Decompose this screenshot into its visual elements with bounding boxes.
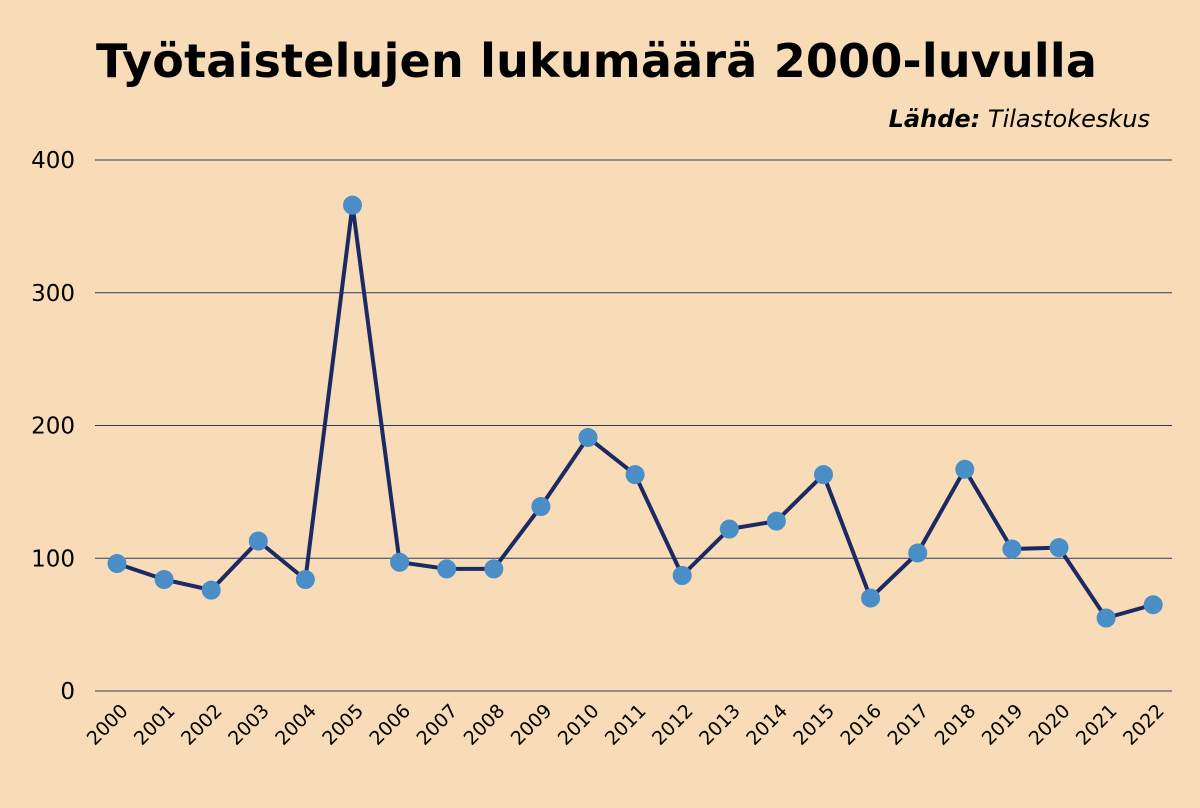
data-point (343, 195, 362, 215)
x-tick-label: 2005 (318, 700, 368, 750)
source-caption: Lähde: Tilastokeskus (889, 101, 1150, 137)
x-tick-label: 2013 (695, 700, 745, 750)
data-point (766, 511, 786, 531)
x-tick-label: 2000 (83, 700, 133, 750)
x-tick-label: 2009 (507, 700, 557, 750)
x-tick-label: 2007 (412, 700, 462, 750)
y-axis-ticks: 0 100 200 300 400 (31, 148, 75, 705)
y-tick-label: 400 (31, 148, 75, 174)
data-point (295, 569, 315, 589)
data-point (814, 465, 833, 485)
y-tick-label: 100 (31, 546, 75, 572)
x-tick-label: 2001 (130, 700, 180, 750)
data-point (437, 559, 457, 579)
source-name: Tilastokeskus (987, 105, 1150, 133)
data-point (1143, 595, 1163, 615)
source-label: Lähde: (888, 105, 981, 133)
x-tick-label: 2018 (931, 700, 981, 750)
data-point (107, 554, 127, 574)
data-point (154, 569, 174, 589)
x-tick-label: 2006 (365, 700, 415, 750)
x-tick-label: 2022 (1119, 700, 1169, 750)
x-tick-label: 2012 (648, 700, 698, 750)
data-point (955, 459, 975, 479)
data-point (719, 519, 739, 539)
data-point (578, 427, 598, 447)
data-point (248, 531, 268, 551)
data-point (1049, 538, 1069, 558)
data-points (107, 195, 1163, 628)
x-tick-label: 2020 (1025, 700, 1075, 750)
x-tick-label: 2017 (883, 700, 933, 750)
data-point (861, 588, 881, 608)
data-point (672, 566, 692, 586)
x-tick-label: 2010 (554, 700, 604, 750)
data-point (908, 543, 928, 563)
x-tick-label: 2015 (789, 700, 839, 750)
x-tick-label: 2014 (742, 700, 792, 750)
y-tick-label: 200 (31, 414, 75, 440)
x-tick-label: 2004 (271, 700, 321, 750)
y-tick-label: 300 (31, 281, 75, 307)
x-tick-label: 2016 (836, 700, 886, 750)
x-tick-label: 2008 (460, 700, 510, 750)
x-tick-label: 2003 (224, 700, 274, 750)
data-point (484, 559, 504, 579)
data-point (201, 580, 221, 600)
y-tick-label: 0 (60, 679, 75, 705)
data-point (531, 496, 551, 516)
chart-title: Työtaistelujen lukumäärä 2000-luvulla (96, 34, 1098, 88)
x-tick-label: 2021 (1072, 700, 1122, 750)
x-axis-ticks: 2000200120022003200420052006200720082009… (83, 700, 1169, 750)
series-line-group (115, 203, 1156, 620)
data-point (1096, 608, 1116, 628)
x-tick-label: 2002 (177, 700, 227, 750)
x-tick-label: 2011 (601, 700, 651, 750)
x-tick-label: 2019 (978, 700, 1028, 750)
data-point (625, 465, 645, 485)
series-line (115, 203, 1156, 620)
gridlines (95, 159, 1172, 692)
data-point (1002, 539, 1022, 559)
data-point (390, 552, 410, 572)
